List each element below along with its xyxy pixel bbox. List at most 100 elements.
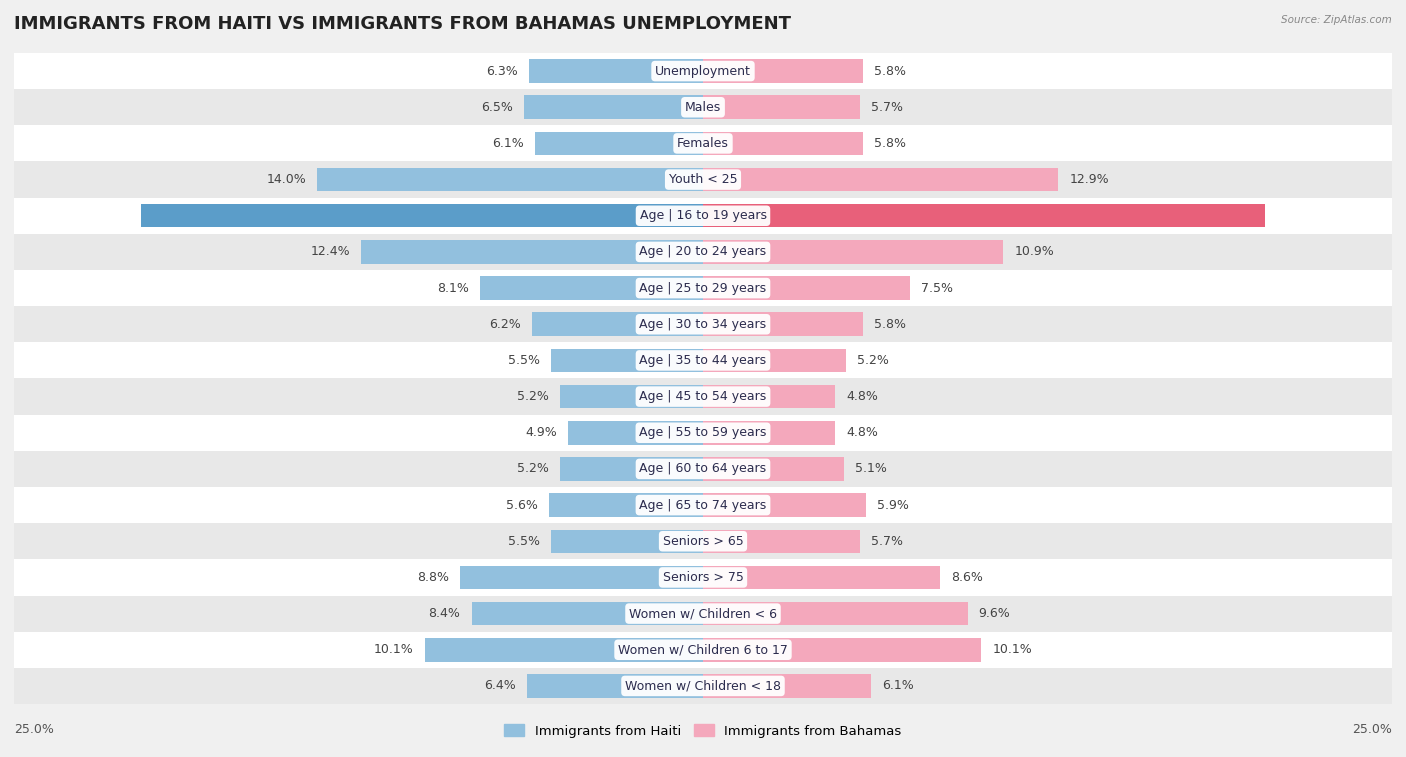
Text: 4.8%: 4.8%: [846, 426, 879, 439]
Bar: [14, 234, 1392, 270]
Text: 14.0%: 14.0%: [266, 173, 307, 186]
Bar: [560, 457, 703, 481]
Bar: [703, 349, 846, 372]
Text: Women w/ Children < 18: Women w/ Children < 18: [626, 680, 780, 693]
Text: Source: ZipAtlas.com: Source: ZipAtlas.com: [1281, 15, 1392, 25]
Bar: [548, 494, 703, 517]
Text: Age | 16 to 19 years: Age | 16 to 19 years: [640, 209, 766, 223]
Text: Seniors > 75: Seniors > 75: [662, 571, 744, 584]
Bar: [14, 198, 1392, 234]
Text: Age | 25 to 29 years: Age | 25 to 29 years: [640, 282, 766, 294]
Bar: [703, 95, 860, 119]
Text: 5.5%: 5.5%: [509, 354, 540, 367]
Text: 5.9%: 5.9%: [876, 499, 908, 512]
Text: Age | 20 to 24 years: Age | 20 to 24 years: [640, 245, 766, 258]
Text: 5.2%: 5.2%: [517, 390, 548, 403]
Text: Age | 55 to 59 years: Age | 55 to 59 years: [640, 426, 766, 439]
Text: Women w/ Children 6 to 17: Women w/ Children 6 to 17: [619, 643, 787, 656]
Bar: [703, 313, 863, 336]
Text: 8.8%: 8.8%: [418, 571, 450, 584]
Bar: [551, 529, 703, 553]
Text: 6.4%: 6.4%: [484, 680, 516, 693]
Bar: [318, 168, 703, 192]
Text: 5.7%: 5.7%: [872, 534, 903, 548]
Text: Women w/ Children < 6: Women w/ Children < 6: [628, 607, 778, 620]
Bar: [14, 631, 1392, 668]
Text: 8.4%: 8.4%: [429, 607, 461, 620]
Bar: [361, 240, 703, 263]
Text: 25.0%: 25.0%: [1353, 723, 1392, 736]
Bar: [703, 565, 941, 589]
Text: 5.8%: 5.8%: [875, 318, 905, 331]
Text: 5.8%: 5.8%: [875, 137, 905, 150]
Text: 4.9%: 4.9%: [526, 426, 557, 439]
Bar: [551, 349, 703, 372]
Legend: Immigrants from Haiti, Immigrants from Bahamas: Immigrants from Haiti, Immigrants from B…: [499, 719, 907, 743]
Bar: [703, 132, 863, 155]
Text: 5.8%: 5.8%: [875, 64, 905, 77]
Text: Age | 45 to 54 years: Age | 45 to 54 years: [640, 390, 766, 403]
Text: Females: Females: [678, 137, 728, 150]
Bar: [14, 559, 1392, 596]
Bar: [14, 523, 1392, 559]
Text: 9.6%: 9.6%: [979, 607, 1011, 620]
Bar: [568, 421, 703, 444]
Text: Seniors > 65: Seniors > 65: [662, 534, 744, 548]
Bar: [14, 270, 1392, 306]
Text: 20.4%: 20.4%: [90, 209, 129, 223]
Bar: [479, 276, 703, 300]
Bar: [14, 342, 1392, 378]
Text: 5.6%: 5.6%: [506, 499, 537, 512]
Bar: [703, 385, 835, 408]
Bar: [14, 161, 1392, 198]
Bar: [14, 89, 1392, 126]
Text: 10.9%: 10.9%: [1014, 245, 1054, 258]
Text: 6.2%: 6.2%: [489, 318, 522, 331]
Bar: [703, 674, 872, 698]
Bar: [534, 132, 703, 155]
Bar: [14, 451, 1392, 487]
Text: 5.7%: 5.7%: [872, 101, 903, 114]
Bar: [703, 602, 967, 625]
Text: 12.4%: 12.4%: [311, 245, 350, 258]
Bar: [703, 457, 844, 481]
Bar: [14, 53, 1392, 89]
Text: 10.1%: 10.1%: [993, 643, 1032, 656]
Bar: [703, 638, 981, 662]
Text: Age | 65 to 74 years: Age | 65 to 74 years: [640, 499, 766, 512]
Text: 5.1%: 5.1%: [855, 463, 886, 475]
Bar: [703, 276, 910, 300]
Text: 5.2%: 5.2%: [858, 354, 889, 367]
Bar: [461, 565, 703, 589]
Text: 4.8%: 4.8%: [846, 390, 879, 403]
Text: 5.2%: 5.2%: [517, 463, 548, 475]
Bar: [14, 487, 1392, 523]
Bar: [560, 385, 703, 408]
Bar: [14, 378, 1392, 415]
Bar: [14, 126, 1392, 161]
Text: 6.5%: 6.5%: [481, 101, 513, 114]
Text: 8.1%: 8.1%: [437, 282, 468, 294]
Bar: [527, 674, 703, 698]
Text: Age | 30 to 34 years: Age | 30 to 34 years: [640, 318, 766, 331]
Bar: [14, 415, 1392, 451]
Bar: [703, 59, 863, 83]
Bar: [703, 168, 1059, 192]
Text: Age | 35 to 44 years: Age | 35 to 44 years: [640, 354, 766, 367]
Bar: [703, 494, 866, 517]
Bar: [14, 668, 1392, 704]
Text: 20.4%: 20.4%: [1277, 209, 1316, 223]
Bar: [530, 59, 703, 83]
Bar: [524, 95, 703, 119]
Bar: [703, 421, 835, 444]
Bar: [14, 596, 1392, 631]
Bar: [471, 602, 703, 625]
Text: Males: Males: [685, 101, 721, 114]
Text: 5.5%: 5.5%: [509, 534, 540, 548]
Text: IMMIGRANTS FROM HAITI VS IMMIGRANTS FROM BAHAMAS UNEMPLOYMENT: IMMIGRANTS FROM HAITI VS IMMIGRANTS FROM…: [14, 15, 792, 33]
Text: 6.3%: 6.3%: [486, 64, 519, 77]
Text: Unemployment: Unemployment: [655, 64, 751, 77]
Text: Age | 60 to 64 years: Age | 60 to 64 years: [640, 463, 766, 475]
Text: 12.9%: 12.9%: [1070, 173, 1109, 186]
Text: 7.5%: 7.5%: [921, 282, 953, 294]
